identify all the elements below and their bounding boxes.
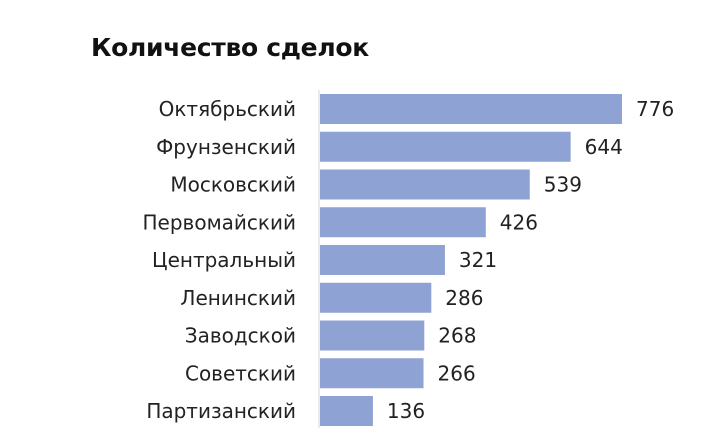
bar-0: [320, 94, 622, 124]
bar-2: [320, 169, 530, 200]
value-label: 268: [438, 324, 476, 348]
category-label: Партизанский: [146, 399, 296, 423]
value-label: 776: [636, 97, 674, 121]
category-label: Советский: [185, 361, 296, 385]
bar-6: [320, 320, 425, 351]
chart-marks: Октябрьский 776 Фрунзенский 644 Московский 53…: [143, 94, 674, 426]
category-label: Ленинский: [180, 286, 296, 310]
value-label: 286: [445, 286, 483, 310]
value-label: 426: [500, 210, 538, 234]
value-label: 644: [585, 135, 623, 159]
category-label: Московский: [170, 173, 296, 197]
category-label: Октябрьский: [159, 97, 296, 121]
value-label: 266: [438, 361, 476, 385]
bar-3: [320, 207, 486, 238]
value-label: 539: [544, 173, 582, 197]
bar-5: [320, 282, 432, 313]
bar-8: [320, 396, 373, 426]
bar-1: [320, 131, 571, 162]
chart-title: Количество сделок: [91, 33, 369, 62]
value-label: 321: [459, 248, 497, 272]
bar-4: [320, 245, 445, 275]
category-label: Фрунзенский: [156, 135, 296, 159]
category-label: Центральный: [152, 248, 296, 272]
bar-7: [320, 358, 424, 389]
category-label: Первомайский: [143, 210, 296, 234]
category-label: Заводской: [185, 324, 296, 348]
value-label: 136: [387, 399, 425, 423]
